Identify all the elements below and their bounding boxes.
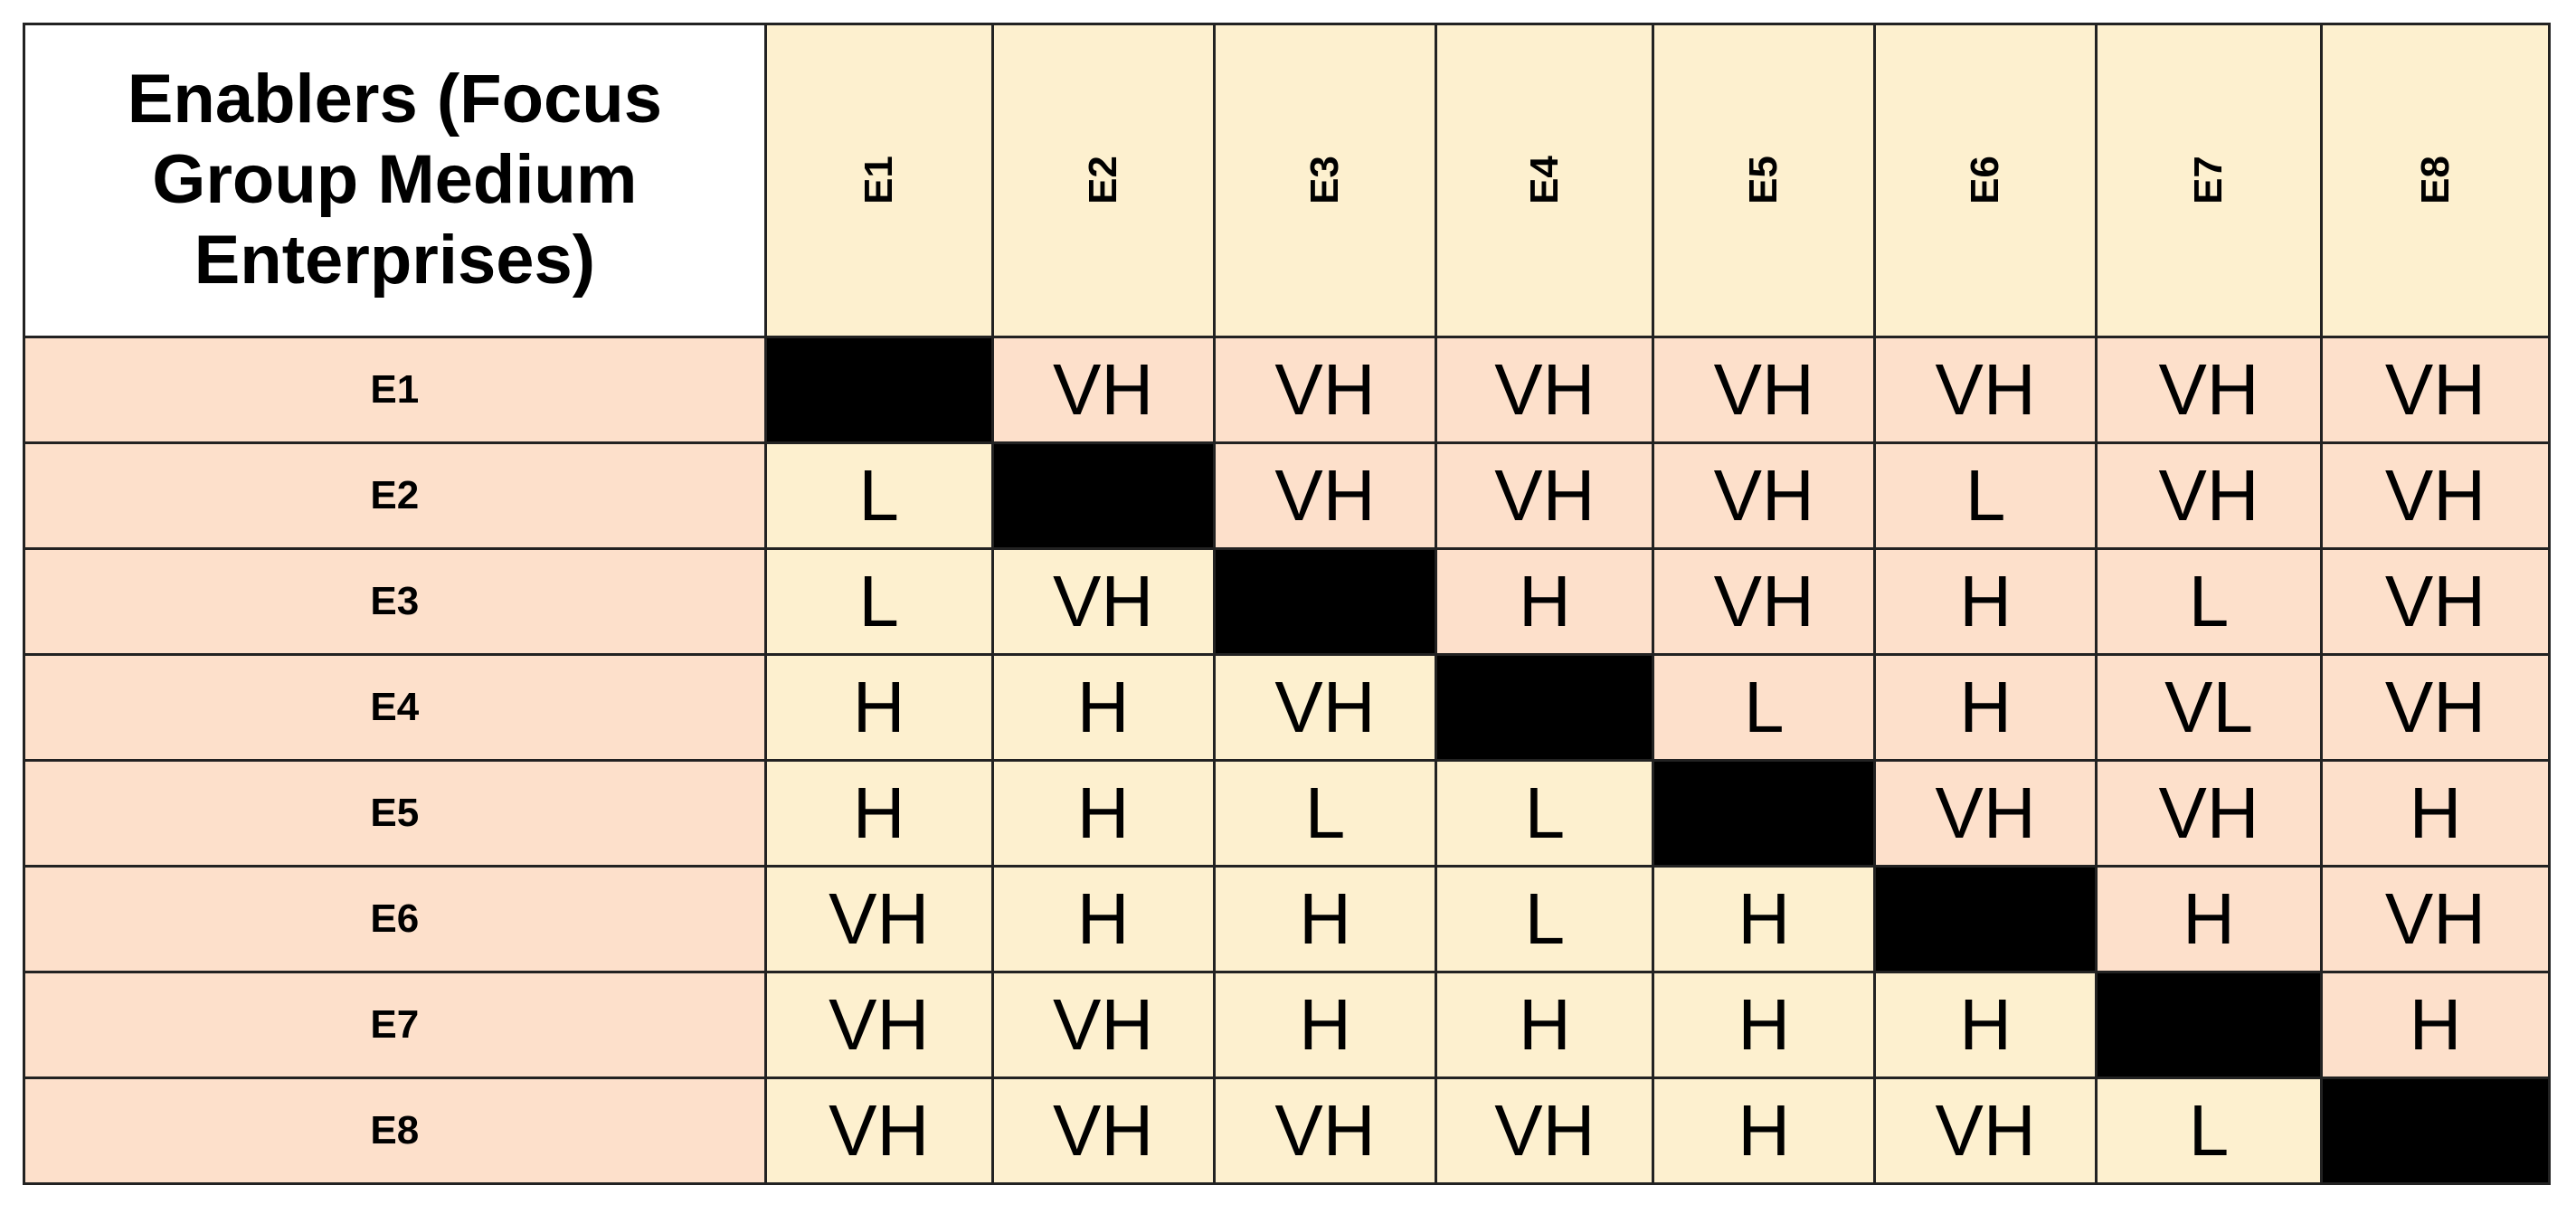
column-header-label: E1: [856, 156, 901, 205]
diagonal-cell: [1652, 758, 1877, 868]
matrix-cell: VH: [763, 864, 994, 973]
matrix-cell: L: [2095, 546, 2323, 656]
table-row: E1 VH VH VH VH VH VH VH: [23, 335, 2552, 444]
enabler-matrix-table: Enablers (Focus Group Medium Enterprises…: [23, 23, 2552, 1186]
matrix-cell: VH: [2095, 335, 2323, 444]
matrix-cell: L: [1652, 652, 1877, 762]
matrix-cell: VH: [1652, 441, 1877, 550]
matrix-cell: L: [1435, 864, 1655, 973]
matrix-cell: VH: [763, 1076, 994, 1186]
table-row: E2 L VH VH VH L VH VH: [23, 441, 2552, 550]
row-header: E1: [23, 335, 767, 444]
matrix-cell: L: [2095, 1076, 2323, 1186]
matrix-cell: H: [1435, 970, 1655, 1079]
matrix-cell: H: [763, 652, 994, 762]
matrix-cell: VH: [2319, 335, 2552, 444]
row-header: E3: [23, 546, 767, 656]
diagonal-cell: [1873, 864, 2098, 973]
row-header: E8: [23, 1076, 767, 1186]
matrix-cell: H: [1873, 970, 2098, 1079]
matrix-cell: H: [990, 652, 1216, 762]
matrix-cell: H: [1652, 970, 1877, 1079]
column-header-label: E8: [2412, 156, 2458, 205]
column-header: E2: [990, 23, 1216, 338]
matrix-cell: VH: [2319, 546, 2552, 656]
diagonal-cell: [763, 335, 994, 444]
column-header: E8: [2319, 23, 2552, 338]
column-header: E4: [1435, 23, 1655, 338]
matrix-cell: VH: [1212, 652, 1438, 762]
row-header: E4: [23, 652, 767, 762]
column-header: E6: [1873, 23, 2098, 338]
matrix-cell: VH: [1652, 546, 1877, 656]
matrix-cell: H: [1873, 546, 2098, 656]
table-row: E4 H H VH L H VL VH: [23, 652, 2552, 762]
column-header: E3: [1212, 23, 1438, 338]
matrix-cell: L: [1873, 441, 2098, 550]
column-header-label: E5: [1741, 156, 1786, 205]
corner-label: Enablers (Focus Group Medium Enterprises…: [23, 23, 767, 338]
matrix-cell: VH: [2095, 441, 2323, 550]
matrix-cell: VH: [990, 970, 1216, 1079]
matrix-cell: VH: [1873, 758, 2098, 868]
diagonal-cell: [1435, 652, 1655, 762]
matrix-cell: H: [990, 758, 1216, 868]
matrix-cell: VL: [2095, 652, 2323, 762]
matrix-cell: L: [763, 546, 994, 656]
row-header: E7: [23, 970, 767, 1079]
matrix-cell: VH: [1873, 335, 2098, 444]
table-row: E3 L VH H VH H L VH: [23, 546, 2552, 656]
matrix-cell: VH: [2319, 864, 2552, 973]
column-header-label: E4: [1521, 156, 1567, 205]
matrix-cell: VH: [763, 970, 994, 1079]
column-header-label: E6: [1963, 156, 2008, 205]
matrix-cell: H: [2319, 970, 2552, 1079]
matrix-cell: H: [1212, 864, 1438, 973]
column-header-label: E3: [1302, 156, 1347, 205]
table-row: E5 H H L L VH VH H: [23, 758, 2552, 868]
diagonal-cell: [990, 441, 1216, 550]
matrix-cell: VH: [1652, 335, 1877, 444]
column-header: E1: [763, 23, 994, 338]
column-header: E7: [2095, 23, 2323, 338]
column-header-label: E7: [2186, 156, 2231, 205]
matrix-cell: H: [2095, 864, 2323, 973]
matrix-cell: H: [1212, 970, 1438, 1079]
matrix-cell: L: [1435, 758, 1655, 868]
column-header: E5: [1652, 23, 1877, 338]
matrix-cell: H: [763, 758, 994, 868]
matrix-cell: VH: [2095, 758, 2323, 868]
matrix-cell: L: [763, 441, 994, 550]
column-header-label: E2: [1080, 156, 1125, 205]
matrix-cell: VH: [2319, 652, 2552, 762]
matrix-cell: H: [1435, 546, 1655, 656]
matrix-cell: H: [990, 864, 1216, 973]
row-header: E5: [23, 758, 767, 868]
matrix-cell: VH: [1873, 1076, 2098, 1186]
matrix-cell: H: [1873, 652, 2098, 762]
matrix-cell: VH: [1212, 335, 1438, 444]
matrix-cell: VH: [990, 1076, 1216, 1186]
matrix-cell: H: [2319, 758, 2552, 868]
table-row: E7 VH VH H H H H H: [23, 970, 2552, 1079]
matrix-cell: H: [1652, 864, 1877, 973]
matrix-cell: H: [1652, 1076, 1877, 1186]
matrix-cell: VH: [2319, 441, 2552, 550]
table-row: E8 VH VH VH VH H VH L: [23, 1076, 2552, 1186]
table-row: E6 VH H H L H H VH: [23, 864, 2552, 973]
row-header: E6: [23, 864, 767, 973]
header-row: Enablers (Focus Group Medium Enterprises…: [23, 23, 2552, 338]
matrix-cell: VH: [1212, 441, 1438, 550]
diagonal-cell: [2319, 1076, 2552, 1186]
diagonal-cell: [1212, 546, 1438, 656]
matrix-cell: VH: [1435, 441, 1655, 550]
row-header: E2: [23, 441, 767, 550]
diagonal-cell: [2095, 970, 2323, 1079]
matrix-cell: VH: [1435, 335, 1655, 444]
matrix-cell: VH: [990, 335, 1216, 444]
matrix-cell: VH: [1212, 1076, 1438, 1186]
matrix-cell: VH: [990, 546, 1216, 656]
matrix-cell: L: [1212, 758, 1438, 868]
matrix-cell: VH: [1435, 1076, 1655, 1186]
